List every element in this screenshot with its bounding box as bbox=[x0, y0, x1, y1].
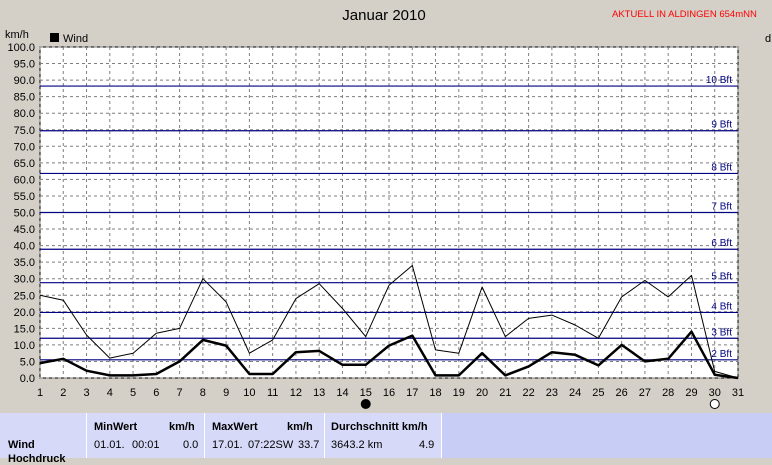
y-tick-label: 40.0 bbox=[14, 241, 35, 253]
avg-header: Durchschnitt km/h bbox=[331, 421, 428, 433]
beaufort-label: 2 Bft bbox=[711, 349, 732, 360]
full-moon-icon bbox=[709, 399, 720, 409]
x-tick-label: 21 bbox=[499, 387, 511, 399]
avg-cell: Durchschnitt km/h 3643.2 km 4.9 bbox=[325, 413, 442, 458]
x-tick-label: 12 bbox=[290, 387, 302, 399]
beaufort-label: 9 Bft bbox=[711, 120, 732, 131]
y-tick-label: 20.0 bbox=[14, 307, 35, 319]
min-cell: MinWert km/h 01.01. 00:01 0.0 bbox=[87, 413, 205, 458]
stats-panel: Wind Hochdruck MinWert km/h 01.01. 00:01… bbox=[0, 413, 772, 465]
y-tick-label: 0.0 bbox=[20, 373, 35, 385]
x-tick-label: 7 bbox=[177, 387, 183, 399]
y-tick-label: 65.0 bbox=[14, 158, 35, 170]
y-tick-label: 5.0 bbox=[20, 356, 35, 368]
max-header: MaxWert bbox=[212, 421, 258, 433]
min-date: 01.01. bbox=[94, 439, 125, 451]
max-cell: MaxWert km/h 17.01. 07:22SW 33.7 bbox=[205, 413, 325, 458]
stats-row-label: Wind bbox=[8, 439, 35, 451]
y-tick-label: 100.0 bbox=[7, 42, 35, 54]
x-tick-label: 28 bbox=[662, 387, 674, 399]
x-tick-label: 25 bbox=[592, 387, 604, 399]
x-tick-label: 14 bbox=[336, 387, 348, 399]
x-tick-label: 17 bbox=[406, 387, 418, 399]
y-tick-label: 35.0 bbox=[14, 257, 35, 269]
y-tick-label: 15.0 bbox=[14, 323, 35, 335]
y-tick-label: 45.0 bbox=[14, 224, 35, 236]
stats-row-label-2: Hochdruck bbox=[8, 453, 66, 465]
x-tick-labels: 1 2 3 4 5 6 7 8 9 10 11 12 13 14 15 16 17 18 19 20 21 22 23 24 2… bbox=[37, 387, 744, 399]
beaufort-label: 4 Bft bbox=[711, 301, 732, 312]
x-tick-label: 3 bbox=[83, 387, 89, 399]
y-axis-label: km/h bbox=[5, 29, 29, 41]
x-tick-label: 16 bbox=[383, 387, 395, 399]
x-tick-label: 2 bbox=[60, 387, 66, 399]
moon-markers bbox=[360, 399, 720, 409]
x-tick-label: 19 bbox=[453, 387, 465, 399]
x-tick-label: 15 bbox=[360, 387, 372, 399]
x-tick-label: 31 bbox=[732, 387, 744, 399]
right-label: d bbox=[765, 33, 771, 45]
x-tick-label: 23 bbox=[546, 387, 558, 399]
y-tick-label: 55.0 bbox=[14, 191, 35, 203]
x-tick-label: 4 bbox=[107, 387, 113, 399]
x-tick-label: 6 bbox=[153, 387, 159, 399]
min-time: 00:01 bbox=[132, 439, 160, 451]
y-tick-label: 60.0 bbox=[14, 174, 35, 186]
y-tick-label: 75.0 bbox=[14, 125, 35, 137]
y-tick-labels: 0.0 5.0 10.0 15.0 20.0 25.0 30.0 35.0 40.0 45.0 50… bbox=[7, 42, 35, 385]
y-tick-label: 80.0 bbox=[14, 108, 35, 120]
series-lines bbox=[39, 265, 739, 380]
beaufort-label: 6 Bft bbox=[711, 238, 732, 249]
wind-chart: 2 Bft 3 Bft 4 Bft 5 Bft 6 Bft 7 Bft 8 Bft 9 Bft… bbox=[5, 7, 771, 409]
status-text: AKTUELL IN ALDINGEN 654mNN bbox=[612, 9, 757, 20]
y-tick-label: 70.0 bbox=[14, 141, 35, 153]
min-header: MinWert bbox=[94, 421, 138, 433]
avg-distance: 3643.2 km bbox=[331, 439, 383, 451]
y-tick-label: 25.0 bbox=[14, 290, 35, 302]
x-tick-label: 22 bbox=[522, 387, 534, 399]
legend-wind: Wind bbox=[63, 33, 88, 45]
y-tick-label: 50.0 bbox=[14, 208, 35, 220]
max-unit: km/h bbox=[287, 421, 313, 433]
x-tick-label: 11 bbox=[267, 387, 278, 399]
beaufort-label: 3 Bft bbox=[711, 327, 732, 338]
y-tick-label: 85.0 bbox=[14, 92, 35, 104]
y-tick-label: 30.0 bbox=[14, 274, 35, 286]
y-tick-label: 10.0 bbox=[14, 340, 35, 352]
x-tick-label: 13 bbox=[313, 387, 325, 399]
beaufort-lines: 2 Bft 3 Bft 4 Bft 5 Bft 6 Bft 7 Bft 8 Bft 9 Bft… bbox=[40, 75, 738, 361]
x-tick-label: 9 bbox=[223, 387, 229, 399]
stats-label-cell: Wind Hochdruck bbox=[0, 413, 87, 465]
max-time: 07:22SW bbox=[248, 439, 294, 451]
series-line-thin bbox=[39, 265, 739, 379]
x-tick-label: 20 bbox=[476, 387, 488, 399]
series-line-thick bbox=[39, 330, 739, 380]
chart-title: Januar 2010 bbox=[342, 7, 425, 24]
x-tick-label: 24 bbox=[569, 387, 581, 399]
legend-swatch bbox=[50, 33, 59, 42]
new-moon-icon bbox=[360, 399, 371, 409]
max-value: 33.7 bbox=[298, 439, 320, 451]
x-tick-label: 10 bbox=[243, 387, 255, 399]
avg-value: 4.9 bbox=[419, 439, 435, 451]
beaufort-label: 8 Bft bbox=[711, 162, 732, 173]
y-tick-label: 95.0 bbox=[14, 59, 35, 71]
beaufort-label: 10 Bft bbox=[706, 75, 732, 86]
x-tick-label: 18 bbox=[429, 387, 441, 399]
y-tick-label: 90.0 bbox=[14, 75, 35, 87]
x-tick-label: 1 bbox=[37, 387, 43, 399]
x-tick-label: 27 bbox=[639, 387, 651, 399]
beaufort-label: 5 Bft bbox=[711, 272, 732, 283]
x-tick-label: 29 bbox=[685, 387, 697, 399]
max-date: 17.01. bbox=[212, 439, 243, 451]
min-unit: km/h bbox=[169, 421, 195, 433]
x-tick-label: 26 bbox=[616, 387, 628, 399]
min-value: 0.0 bbox=[183, 439, 199, 451]
x-tick-label: 8 bbox=[200, 387, 206, 399]
x-tick-label: 30 bbox=[709, 387, 721, 399]
x-tick-label: 5 bbox=[130, 387, 136, 399]
beaufort-label: 7 Bft bbox=[711, 202, 732, 213]
